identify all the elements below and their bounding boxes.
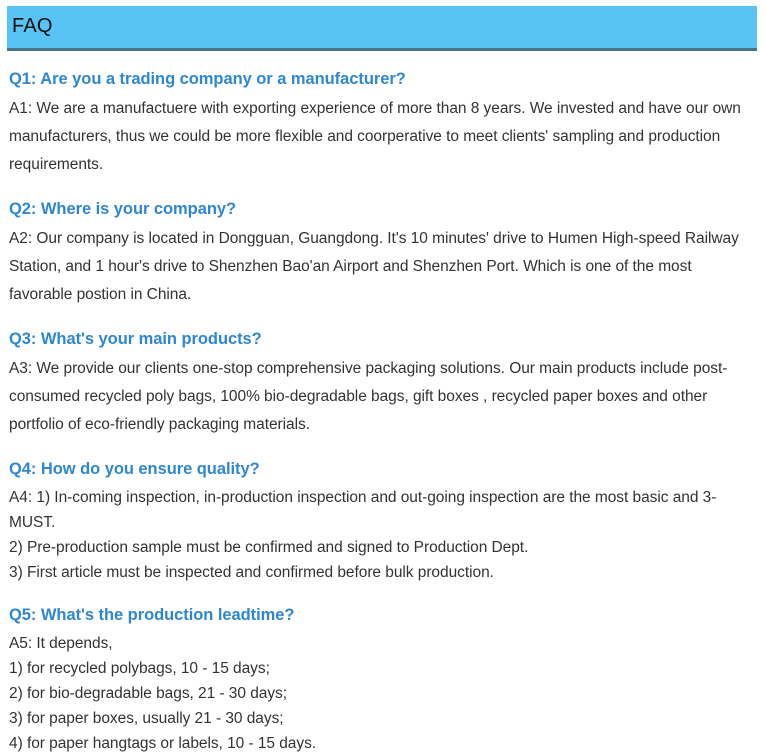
- faq-question: Q4: How do you ensure quality?: [9, 460, 260, 478]
- faq-answer: A2: Our company is located in Dongguan, …: [9, 230, 739, 303]
- faq-question: Q5: What's the production leadtime?: [9, 606, 295, 624]
- faq-answer: A5: It depends, 1) for recycled polybags,…: [9, 631, 753, 756]
- faq-item: Q5: What's the production leadtime? A5: I…: [9, 604, 753, 756]
- faq-item: Q3: What's your main products? A3: We pro…: [9, 328, 753, 439]
- faq-answer-line: 2) for bio-degradable bags, 21 - 30 days…: [9, 685, 287, 702]
- faq-answer-line: A4: 1) In-coming inspection, in-producti…: [9, 489, 717, 531]
- faq-header-bar: FAQ: [7, 6, 757, 51]
- faq-answer: A4: 1) In-coming inspection, in-producti…: [9, 485, 753, 585]
- faq-item: Q1: Are you a trading company or a manuf…: [9, 68, 753, 179]
- faq-answer-line: 2) Pre-production sample must be confirm…: [9, 539, 529, 556]
- faq-answer: A3: We provide our clients one-stop comp…: [9, 360, 728, 433]
- faq-question: Q2: Where is your company?: [9, 200, 237, 218]
- faq-answer-line: A5: It depends,: [9, 635, 113, 652]
- faq-answer-line: 3) for paper boxes, usually 21 - 30 days…: [9, 710, 284, 727]
- faq-answer-line: 1) for recycled polybags, 10 - 15 days;: [9, 660, 270, 677]
- faq-answer-line: 4) for paper hangtags or labels, 10 - 15…: [9, 735, 317, 752]
- faq-answer: A1: We are a manufactuere with exporting…: [9, 100, 741, 173]
- faq-question: Q1: Are you a trading company or a manuf…: [9, 70, 406, 88]
- faq-question: Q3: What's your main products?: [9, 330, 262, 348]
- faq-item: Q4: How do you ensure quality? A4: 1) In-…: [9, 458, 753, 585]
- faq-item: Q2: Where is your company? A2: Our compan…: [9, 198, 753, 309]
- faq-content: Q1: Are you a trading company or a manuf…: [9, 68, 753, 756]
- faq-answer-line: 3) First article must be inspected and c…: [9, 564, 494, 581]
- faq-header-title: FAQ: [12, 15, 53, 37]
